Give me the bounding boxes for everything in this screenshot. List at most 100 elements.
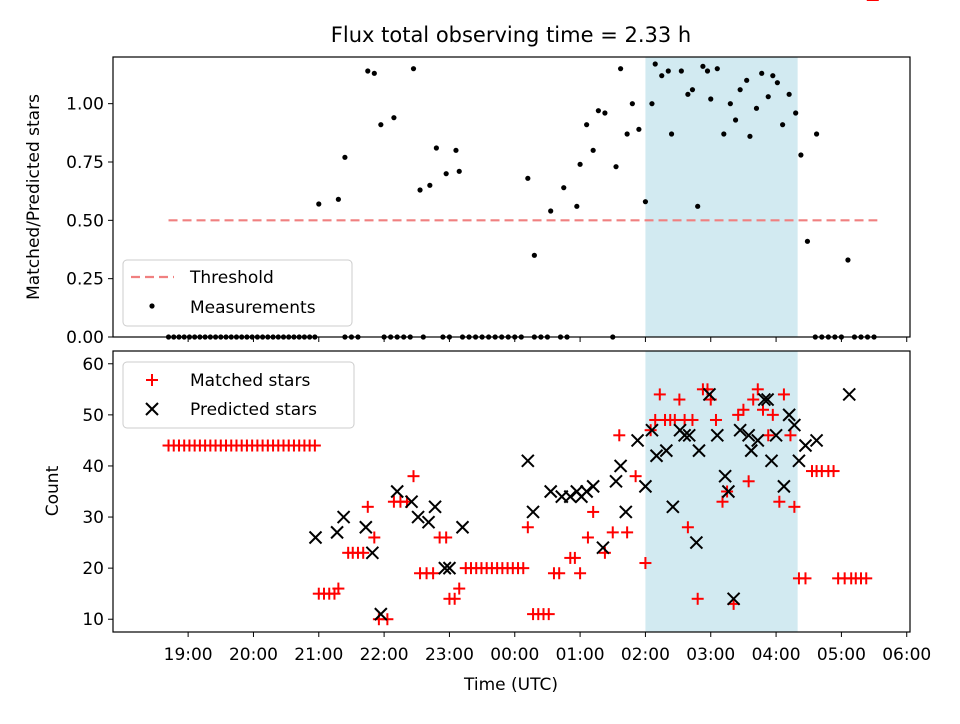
predicted-star-point	[330, 525, 344, 540]
predicted-star-point	[726, 592, 741, 606]
legend-matched-swatch	[146, 374, 158, 386]
matched-star-point	[788, 500, 801, 513]
measurement-point	[744, 77, 750, 83]
predicted-star-point	[741, 428, 756, 443]
predicted-star-point	[682, 428, 696, 443]
matched-star-point	[368, 531, 381, 544]
measurement-point	[365, 68, 371, 74]
measurement-point	[704, 68, 711, 74]
predicted-star-point	[586, 479, 600, 494]
measurement-point	[695, 203, 701, 209]
matched-star-point	[361, 500, 374, 513]
predicted-star-point	[777, 479, 791, 494]
x-tick-label: 01:00	[556, 645, 605, 665]
predicted-star-point	[769, 428, 783, 443]
predicted-star-point	[692, 443, 706, 458]
measurement-point	[561, 185, 567, 191]
predicted-star-point	[710, 428, 724, 443]
predicted-star-point	[798, 438, 813, 453]
measurement-point	[665, 68, 671, 74]
bottom-y-tick-label: 60	[82, 355, 104, 375]
chart-title: Flux total observing time = 2.33 h	[331, 23, 691, 47]
predicted-star-point	[764, 454, 779, 468]
matched-star-point	[653, 388, 666, 401]
matched-star-point	[747, 393, 760, 406]
predicted-star-point	[596, 540, 610, 555]
bottom-legend-box	[122, 361, 355, 429]
predicted-star-point	[428, 500, 442, 514]
matched-star-point	[709, 413, 722, 426]
top-y-tick-label: 0.75	[66, 153, 104, 173]
matched-star-point	[407, 470, 420, 483]
x-tick-label: 05:00	[817, 645, 866, 665]
measurement-point	[443, 171, 449, 177]
predicted-star-point	[455, 520, 470, 534]
x-tick-label: 20:00	[229, 645, 278, 665]
matched-star-point	[448, 592, 461, 605]
matched-star-point	[686, 413, 699, 426]
matched-stars-points	[162, 0, 879, 626]
measurement-point	[774, 80, 780, 86]
matched-star-point	[427, 567, 440, 580]
predicted-star-point	[659, 443, 674, 458]
measurement-point	[548, 208, 554, 214]
x-tick-label: 03:00	[686, 645, 735, 665]
top-y-axis-label: Matched/Predicted stars	[24, 94, 44, 300]
x-tick-label: 06:00	[882, 645, 931, 665]
measurement-point	[531, 252, 537, 258]
measurement-point	[700, 63, 706, 69]
legend-measurements-swatch	[149, 303, 155, 309]
matched-star-point	[453, 582, 466, 595]
predicted-star-point	[718, 469, 732, 483]
matched-star-point	[381, 613, 394, 626]
predicted-star-point	[842, 387, 856, 402]
legend-measurements-label: Measurements	[190, 298, 316, 318]
measurement-point	[525, 175, 531, 181]
legend-predicted-label: Predicted stars	[190, 400, 317, 420]
predicted-star-point	[543, 484, 558, 499]
measurement-point	[678, 68, 684, 74]
matched-star-point	[777, 388, 790, 401]
predicted-star-point	[721, 484, 736, 499]
predicted-star-point	[809, 433, 824, 448]
predicted-star-point	[374, 607, 388, 621]
measurement-point	[595, 108, 601, 114]
top-legend: Threshold Measurements	[122, 259, 353, 327]
predicted-star-point	[744, 443, 758, 458]
matched-star-point	[716, 495, 729, 508]
measurement-point	[417, 187, 423, 193]
measurement-point	[574, 203, 580, 209]
measurement-point	[649, 101, 655, 107]
matched-star-point	[621, 526, 634, 539]
measurement-point	[804, 238, 811, 244]
matched-star-point	[613, 429, 626, 442]
x-tick-label: 21:00	[294, 645, 343, 665]
matched-star-point	[440, 531, 453, 544]
measurement-point	[798, 152, 804, 158]
legend-threshold-label: Threshold	[189, 268, 274, 288]
top-y-tick-label: 0.25	[66, 270, 104, 290]
predicted-star-point	[751, 433, 765, 448]
matched-star-point	[737, 403, 750, 416]
measurement-point	[629, 101, 635, 107]
measurement-point	[753, 105, 760, 111]
legend-matched-label: Matched stars	[190, 371, 310, 391]
measurement-points	[316, 61, 851, 263]
bottom-axes-frame	[112, 350, 911, 633]
x-tick-label: 23:00	[425, 645, 474, 665]
x-tick-label: 19:00	[164, 645, 213, 665]
predicted-star-point	[579, 484, 594, 499]
predicted-star-point	[521, 454, 535, 468]
matched-star-point	[732, 408, 745, 421]
matched-star-point	[568, 551, 581, 564]
measurement-point	[636, 126, 642, 132]
predicted-star-point	[390, 484, 404, 499]
predicted-star-point	[421, 515, 436, 529]
measurement-point	[371, 70, 377, 76]
matched-star-point	[629, 470, 642, 483]
measurement-point	[624, 131, 630, 137]
predicted-star-point	[645, 423, 659, 437]
bottom-y-tick-label: 40	[82, 457, 104, 477]
measurement-point	[584, 122, 590, 128]
predicted-star-point	[336, 510, 351, 524]
